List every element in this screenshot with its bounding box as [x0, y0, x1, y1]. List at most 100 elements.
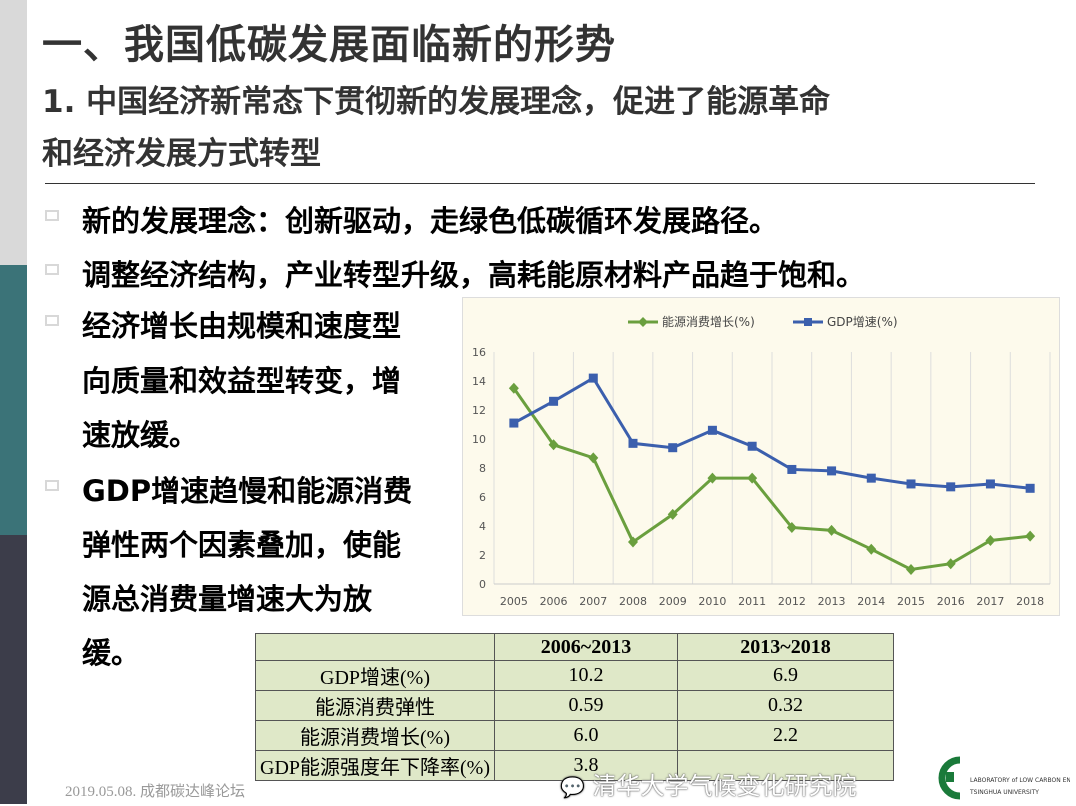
- footer: 2019.05.08. 成都碳达峰论坛: [65, 784, 246, 800]
- data-point: [707, 425, 717, 435]
- cell: 10.2: [494, 660, 678, 691]
- cell: 能源消费增长(%): [255, 720, 495, 751]
- cell: 0.59: [494, 690, 678, 721]
- data-point: [509, 418, 519, 428]
- data-point: [906, 479, 916, 489]
- x-tick-label: 2011: [738, 595, 766, 608]
- bullet-marker-icon: [45, 210, 59, 221]
- x-tick-label: 2015: [897, 595, 925, 608]
- subtitle-line-2: 和经济发展方式转型: [42, 136, 321, 172]
- data-point: [1025, 483, 1035, 493]
- line-chart: 0 2 4 6 8 10 12 14 16 2005 2006 2007 2008 2009 2010 201…: [462, 297, 1060, 616]
- header-cell: 2013~2018: [677, 633, 894, 661]
- data-point: [628, 438, 638, 448]
- data-point: [508, 382, 519, 394]
- x-tick-label: 2013: [818, 595, 846, 608]
- data-point: [628, 536, 638, 548]
- divider: [45, 183, 1035, 184]
- legend-marker: [804, 318, 812, 326]
- data-point: [747, 441, 757, 451]
- table-row: GDP能源强度年下降率(%) 3.8: [255, 750, 894, 781]
- bullet-text: 速放缓。: [82, 418, 199, 452]
- data-point: [787, 464, 797, 474]
- watermark: 💬 清华大学气候变化研究院: [560, 772, 857, 801]
- table-row: GDP增速(%) 10.2 6.9: [255, 660, 894, 691]
- data-point: [786, 521, 797, 533]
- x-tick-label: 2018: [1016, 595, 1044, 608]
- data-point: [985, 535, 996, 546]
- y-tick-label: 8: [479, 462, 486, 475]
- data-point: [985, 479, 995, 489]
- x-tick-label: 2014: [857, 595, 885, 608]
- bullet-marker-icon: [45, 480, 59, 491]
- cell: 能源消费弹性: [255, 690, 495, 721]
- cell: 6.0: [494, 720, 678, 751]
- data-point: [906, 564, 916, 575]
- subtitle-line-1: 1. 中国经济新常态下贯彻新的发展理念，促进了能源革命: [42, 84, 831, 120]
- slide-title: 一、我国低碳发展面临新的形势: [42, 22, 616, 68]
- watermark-text: 清华大学气候变化研究院: [592, 772, 857, 800]
- series-line: [513, 376, 1031, 490]
- y-tick-label: 6: [479, 491, 486, 504]
- y-tick-label: 2: [479, 549, 486, 562]
- sidebar-teal: [0, 265, 27, 535]
- bullet-marker-icon: [45, 315, 59, 326]
- cell: 3.8: [494, 750, 678, 781]
- bullet-text: GDP增速趋慢和能源消费: [82, 474, 413, 508]
- cell: GDP增速(%): [255, 660, 495, 691]
- x-tick-label: 2007: [579, 595, 607, 608]
- svg-text:LABORATORY of LOW CARBON ENERG: LABORATORY of LOW CARBON ENERGY: [970, 777, 1070, 784]
- data-point: [945, 558, 956, 570]
- data-table: 2006~2013 2013~2018 GDP增速(%) 10.2 6.9 能源消费…: [255, 633, 894, 781]
- data-point: [588, 452, 599, 464]
- table-header-row: 2006~2013 2013~2018: [255, 633, 894, 661]
- y-tick-label: 4: [479, 520, 486, 533]
- x-tick-label: 2017: [976, 595, 1004, 608]
- data-point: [866, 473, 876, 483]
- data-point: [667, 508, 678, 520]
- cell: 2.2: [677, 720, 894, 751]
- legend-label: GDP增速(%): [827, 315, 898, 329]
- data-point: [707, 472, 718, 484]
- x-tick-label: 2010: [698, 595, 726, 608]
- legend-marker: [638, 317, 648, 327]
- sidebar-dark: [0, 535, 27, 804]
- y-tick-label: 0: [479, 578, 486, 591]
- cell: 0.32: [677, 690, 894, 721]
- bullet-marker-icon: [45, 264, 59, 275]
- y-tick-label: 14: [472, 375, 486, 388]
- data-point: [549, 396, 559, 406]
- data-point: [668, 443, 678, 453]
- x-tick-label: 2005: [500, 595, 528, 608]
- x-tick-label: 2012: [778, 595, 806, 608]
- x-tick-label: 2016: [937, 595, 965, 608]
- header-cell: [255, 633, 495, 661]
- x-tick-label: 2008: [619, 595, 647, 608]
- header-cell: 2006~2013: [494, 633, 678, 661]
- x-tick-label: 2006: [540, 595, 568, 608]
- sidebar-gray: [0, 0, 27, 265]
- series-line: [512, 387, 1031, 572]
- table-row: 能源消费增长(%) 6.0 2.2: [255, 720, 894, 751]
- svg-text:TSINGHUA UNIVERSITY: TSINGHUA UNIVERSITY: [969, 789, 1039, 796]
- bullet-text: 向质量和效益型转变，增: [82, 364, 402, 398]
- y-tick-label: 10: [472, 433, 486, 446]
- wechat-icon: 💬: [560, 775, 585, 799]
- bullet-text: 弹性两个因素叠加，使能: [82, 528, 402, 562]
- cell: [677, 750, 894, 781]
- data-point: [827, 466, 837, 476]
- data-point: [1025, 530, 1036, 542]
- y-tick-label: 16: [472, 346, 486, 359]
- bullet-text: 新的发展理念：创新驱动，走绿色低碳循环发展路径。: [82, 204, 779, 238]
- bullet-text: 调整经济结构，产业转型升级，高耗能原材料产品趋于饱和。: [82, 258, 866, 292]
- y-tick-label: 12: [472, 404, 486, 417]
- table-row: 能源消费弹性 0.59 0.32: [255, 690, 894, 721]
- cell: 6.9: [677, 660, 894, 691]
- cell: GDP能源强度年下降率(%): [255, 750, 495, 781]
- lab-logo: LABORATORY of LOW CARBON ENERGY TSINGHUA …: [930, 752, 1076, 802]
- data-point: [946, 482, 956, 492]
- legend-label: 能源消费增长(%): [662, 315, 755, 329]
- bullet-text: 缓。: [82, 636, 141, 670]
- data-point: [826, 524, 837, 536]
- bullet-text: 经济增长由规模和速度型: [82, 309, 402, 343]
